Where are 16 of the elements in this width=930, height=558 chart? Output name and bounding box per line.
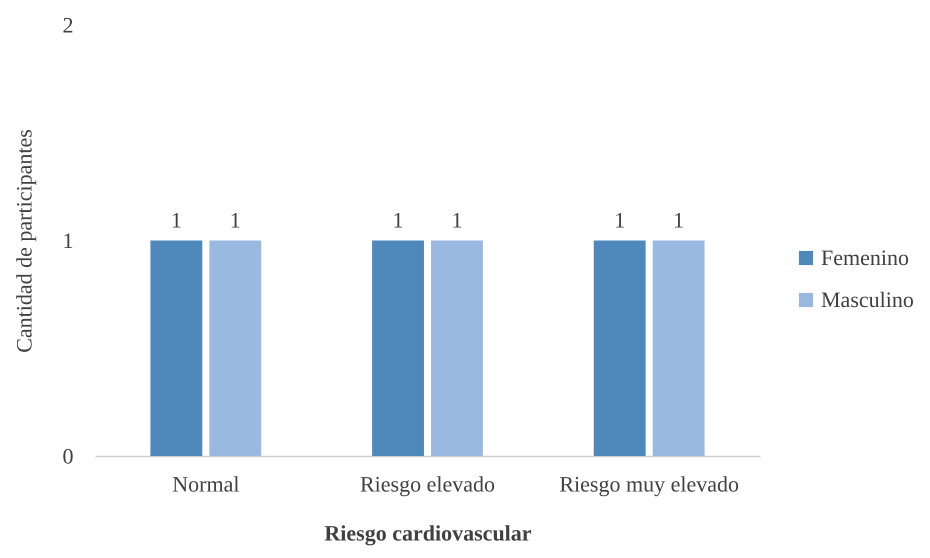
x-tick-label: Riesgo elevado [360, 472, 496, 496]
y-tick-label: 0 [62, 444, 74, 468]
data-label: 1 [451, 208, 462, 232]
x-axis-title: Riesgo cardiovascular [324, 520, 532, 546]
y-tick-label: 1 [62, 228, 74, 253]
data-label: 1 [614, 208, 626, 232]
data-label: 1 [673, 208, 684, 232]
y-axis-title: Cantidad de participantes [12, 129, 36, 353]
data-label: 1 [230, 208, 241, 232]
y-tick-label: 2 [62, 12, 74, 38]
x-tick-label: Riesgo muy elevado [559, 472, 739, 496]
data-label: 1 [170, 208, 182, 232]
x-tick-label: Normal [172, 472, 240, 496]
data-label: 1 [392, 208, 404, 232]
legend-label: Masculino [821, 287, 914, 312]
legend-label: Femenino [821, 245, 909, 270]
